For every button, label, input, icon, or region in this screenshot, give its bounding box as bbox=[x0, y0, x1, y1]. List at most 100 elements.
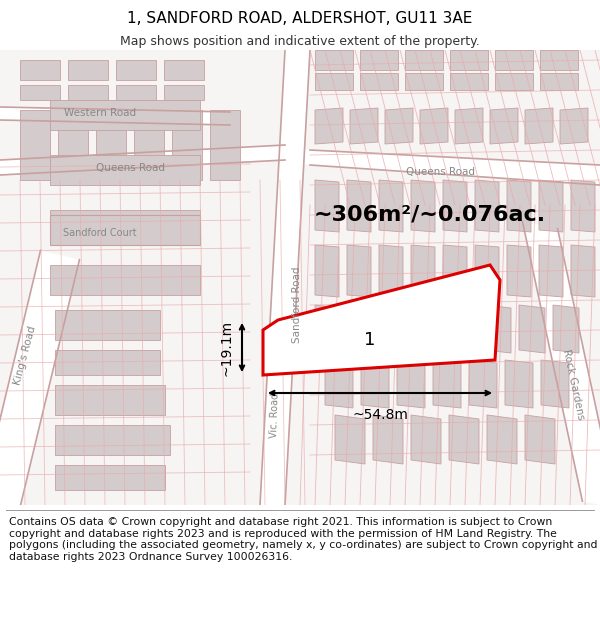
Polygon shape bbox=[443, 245, 467, 297]
Polygon shape bbox=[0, 251, 79, 509]
Polygon shape bbox=[50, 265, 200, 295]
Polygon shape bbox=[383, 305, 409, 353]
Polygon shape bbox=[475, 245, 499, 297]
Polygon shape bbox=[164, 85, 204, 100]
Text: King's Road: King's Road bbox=[13, 324, 38, 386]
Text: Sandford Court: Sandford Court bbox=[63, 228, 137, 238]
Polygon shape bbox=[50, 210, 200, 240]
Polygon shape bbox=[405, 73, 443, 90]
Polygon shape bbox=[443, 180, 467, 232]
Polygon shape bbox=[0, 107, 230, 125]
Polygon shape bbox=[68, 60, 108, 80]
Text: Queens Road: Queens Road bbox=[95, 163, 164, 173]
Polygon shape bbox=[20, 85, 60, 100]
Text: Sandford Road: Sandford Road bbox=[292, 267, 302, 343]
Polygon shape bbox=[315, 73, 353, 90]
Polygon shape bbox=[360, 50, 398, 70]
Polygon shape bbox=[116, 85, 156, 100]
Text: Queens Road: Queens Road bbox=[406, 167, 475, 177]
Polygon shape bbox=[350, 108, 378, 144]
Text: Map shows position and indicative extent of the property.: Map shows position and indicative extent… bbox=[120, 35, 480, 48]
Polygon shape bbox=[505, 360, 533, 408]
Polygon shape bbox=[325, 360, 353, 408]
Polygon shape bbox=[433, 360, 461, 408]
Polygon shape bbox=[450, 50, 488, 70]
Polygon shape bbox=[507, 180, 531, 232]
Polygon shape bbox=[525, 415, 555, 464]
Polygon shape bbox=[519, 305, 545, 353]
Polygon shape bbox=[55, 385, 165, 415]
Polygon shape bbox=[50, 155, 200, 185]
Polygon shape bbox=[335, 415, 365, 464]
Polygon shape bbox=[411, 180, 435, 232]
Polygon shape bbox=[495, 50, 533, 70]
Polygon shape bbox=[525, 108, 553, 144]
Polygon shape bbox=[495, 73, 533, 90]
Polygon shape bbox=[55, 350, 160, 375]
Polygon shape bbox=[96, 110, 126, 180]
Polygon shape bbox=[263, 265, 500, 375]
Polygon shape bbox=[347, 180, 371, 232]
Polygon shape bbox=[523, 221, 600, 509]
Text: Vic. Road: Vic. Road bbox=[269, 392, 281, 438]
Polygon shape bbox=[571, 245, 595, 297]
Polygon shape bbox=[50, 100, 200, 130]
Polygon shape bbox=[540, 50, 578, 70]
Polygon shape bbox=[379, 180, 403, 232]
Polygon shape bbox=[451, 305, 477, 353]
Polygon shape bbox=[58, 110, 88, 180]
Polygon shape bbox=[55, 465, 165, 490]
Text: ~19.1m: ~19.1m bbox=[220, 319, 234, 376]
Text: Western Road: Western Road bbox=[64, 108, 136, 118]
Polygon shape bbox=[411, 245, 435, 297]
Polygon shape bbox=[450, 73, 488, 90]
Polygon shape bbox=[553, 305, 579, 353]
Polygon shape bbox=[55, 310, 160, 340]
Text: Rock Gardens: Rock Gardens bbox=[560, 349, 586, 421]
Polygon shape bbox=[373, 415, 403, 464]
Polygon shape bbox=[490, 108, 518, 144]
Polygon shape bbox=[172, 110, 202, 180]
Polygon shape bbox=[449, 415, 479, 464]
Text: 1, SANDFORD ROAD, ALDERSHOT, GU11 3AE: 1, SANDFORD ROAD, ALDERSHOT, GU11 3AE bbox=[127, 11, 473, 26]
Polygon shape bbox=[411, 415, 441, 464]
Polygon shape bbox=[68, 85, 108, 100]
Polygon shape bbox=[315, 245, 339, 297]
Polygon shape bbox=[539, 245, 563, 297]
Text: ~306m²/~0.076ac.: ~306m²/~0.076ac. bbox=[314, 205, 546, 225]
Polygon shape bbox=[0, 145, 600, 185]
Polygon shape bbox=[397, 360, 425, 408]
Polygon shape bbox=[116, 60, 156, 80]
Polygon shape bbox=[405, 50, 443, 70]
Polygon shape bbox=[360, 73, 398, 90]
Polygon shape bbox=[485, 305, 511, 353]
Polygon shape bbox=[50, 215, 200, 245]
Polygon shape bbox=[379, 245, 403, 297]
Polygon shape bbox=[469, 360, 497, 408]
Polygon shape bbox=[55, 425, 170, 455]
Polygon shape bbox=[315, 108, 343, 144]
Polygon shape bbox=[20, 60, 60, 80]
Polygon shape bbox=[315, 180, 339, 232]
Polygon shape bbox=[455, 108, 483, 144]
Polygon shape bbox=[507, 245, 531, 297]
Polygon shape bbox=[487, 415, 517, 464]
Polygon shape bbox=[475, 180, 499, 232]
Polygon shape bbox=[315, 50, 353, 70]
Polygon shape bbox=[420, 108, 448, 144]
Polygon shape bbox=[349, 305, 375, 353]
Text: 1: 1 bbox=[364, 331, 376, 349]
Polygon shape bbox=[260, 50, 310, 505]
Polygon shape bbox=[541, 360, 569, 408]
Polygon shape bbox=[571, 180, 595, 232]
Polygon shape bbox=[347, 245, 371, 297]
Polygon shape bbox=[361, 360, 389, 408]
Text: ~54.8m: ~54.8m bbox=[352, 408, 408, 422]
Text: Contains OS data © Crown copyright and database right 2021. This information is : Contains OS data © Crown copyright and d… bbox=[9, 517, 598, 562]
Polygon shape bbox=[417, 305, 443, 353]
Polygon shape bbox=[134, 110, 164, 180]
Polygon shape bbox=[560, 108, 588, 144]
Polygon shape bbox=[540, 73, 578, 90]
Polygon shape bbox=[385, 108, 413, 144]
Polygon shape bbox=[20, 110, 50, 180]
